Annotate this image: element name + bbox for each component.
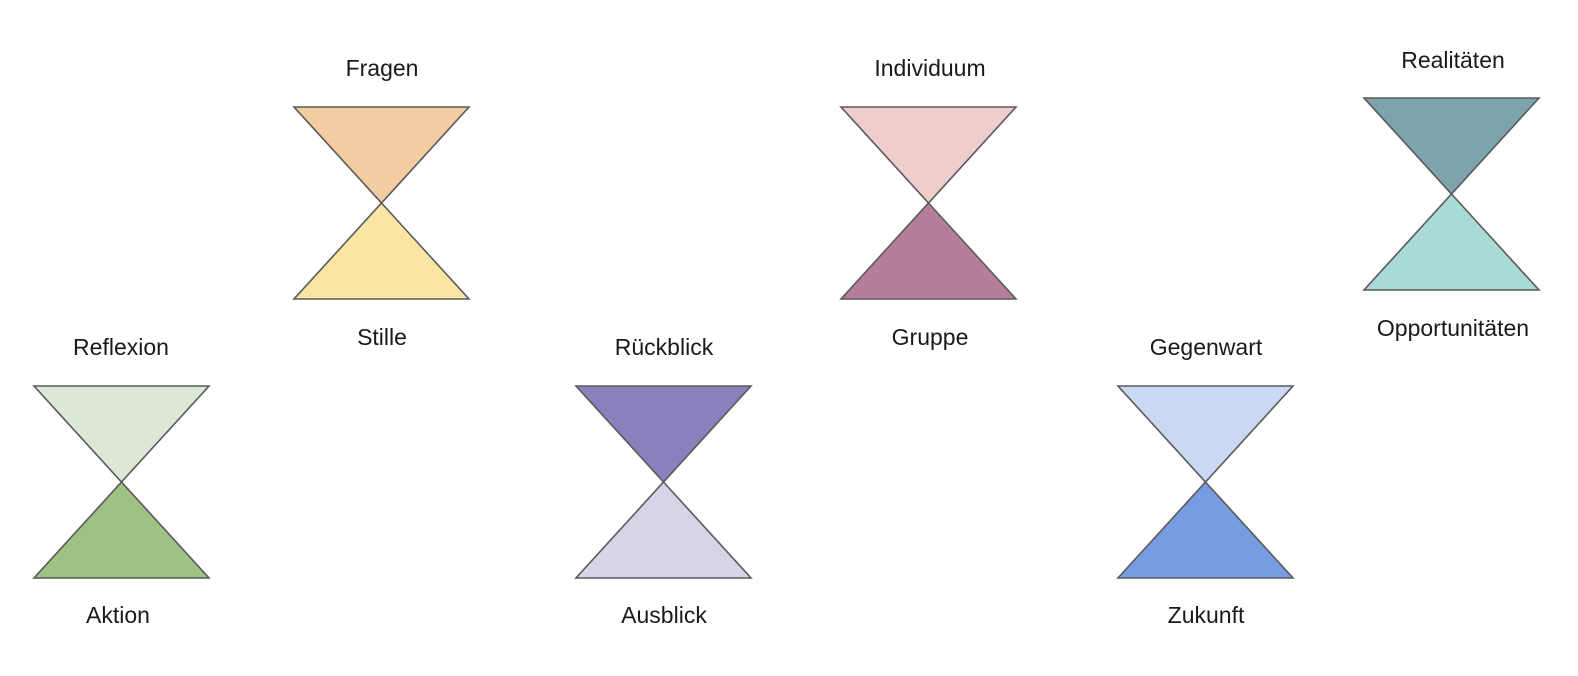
- triangle-bottom-gegenwart-zukunft: [1116, 480, 1295, 579]
- label-gegenwart: Gegenwart: [1149, 334, 1263, 360]
- label-ausblick: Ausblick: [621, 602, 707, 628]
- label-zukunft: Zukunft: [1167, 602, 1245, 628]
- label-stille: Stille: [357, 324, 407, 350]
- triangle-bottom-individuum-gruppe: [839, 201, 1018, 300]
- triangle-top-reflexion-aktion: [32, 385, 211, 484]
- label-reflexion: Reflexion: [73, 334, 169, 360]
- label-realitaeten: Realitäten: [1401, 47, 1505, 73]
- label-gruppe: Gruppe: [891, 324, 969, 350]
- label-opportunitaeten: Opportunitäten: [1376, 315, 1530, 341]
- triangle-top-rueckblick-ausblick: [574, 385, 753, 484]
- label-fragen: Fragen: [345, 55, 419, 81]
- triangle-bottom-reflexion-aktion: [32, 480, 211, 579]
- label-rueckblick: Rückblick: [614, 334, 714, 360]
- label-aktion: Aktion: [86, 602, 150, 628]
- triangle-bottom-realitaeten-opportunitaeten: [1362, 192, 1541, 291]
- triangle-top-individuum-gruppe: [839, 106, 1018, 205]
- label-individuum: Individuum: [874, 55, 986, 81]
- triangle-top-gegenwart-zukunft: [1116, 385, 1295, 484]
- triangle-bottom-fragen-stille: [292, 201, 471, 300]
- triangle-top-fragen-stille: [292, 106, 471, 205]
- triangle-bottom-rueckblick-ausblick: [574, 480, 753, 579]
- triangle-top-realitaeten-opportunitaeten: [1362, 97, 1541, 196]
